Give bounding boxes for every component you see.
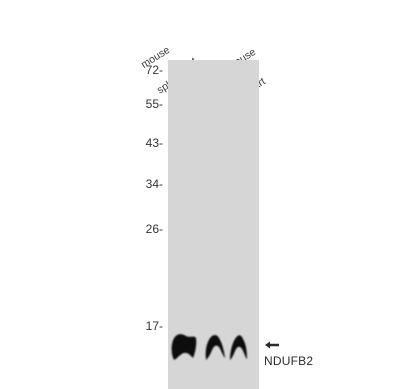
band-lane-3 (230, 335, 247, 360)
marker-26: 26- (145, 222, 163, 236)
band-lane-1 (171, 334, 197, 360)
left-arrow-icon (265, 341, 279, 349)
marker-17: 17- (145, 319, 163, 333)
marker-72: 72- (145, 63, 163, 77)
blot-membrane (168, 60, 259, 389)
target-label: NDUFB2 (264, 354, 314, 368)
marker-55: 55- (145, 97, 163, 111)
marker-43: 43- (145, 136, 163, 150)
band-area (171, 334, 247, 360)
band-lane-2 (205, 335, 225, 360)
marker-34: 34- (145, 177, 163, 191)
